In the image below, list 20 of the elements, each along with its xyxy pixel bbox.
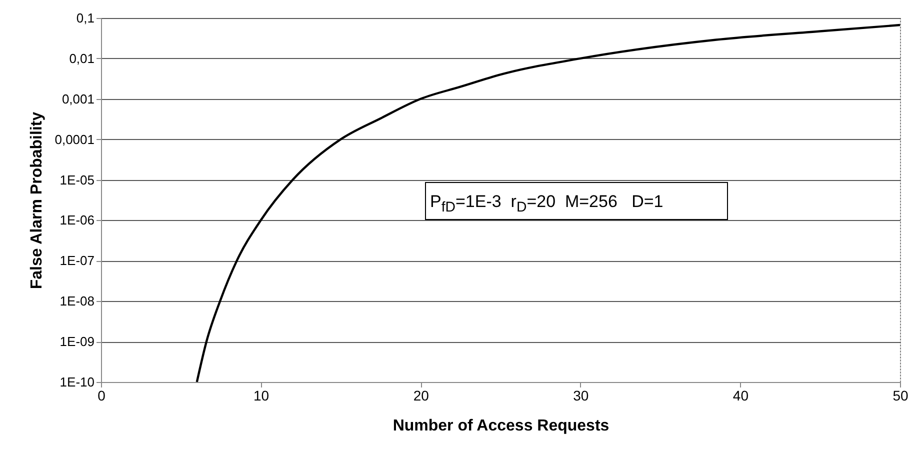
y-tick-label: 1E-05 bbox=[60, 172, 94, 188]
y-axis-title: False Alarm Probability bbox=[28, 112, 46, 290]
x-tick-label: 50 bbox=[892, 388, 908, 404]
line-series bbox=[196, 24, 900, 382]
x-tick-label: 10 bbox=[254, 388, 270, 404]
y-tick-label: 1E-10 bbox=[60, 374, 94, 390]
y-tick-label: 1E-08 bbox=[60, 294, 94, 309]
y-tick-label: 1E-07 bbox=[60, 253, 94, 268]
x-tick-label: 30 bbox=[573, 388, 589, 404]
y-tick-label: 1E-09 bbox=[60, 334, 94, 350]
x-tick-label: 0 bbox=[98, 388, 106, 404]
y-tick-label: 0,1 bbox=[76, 10, 94, 26]
x-tick-label: 40 bbox=[732, 388, 749, 404]
x-tick-label: 20 bbox=[413, 388, 430, 404]
text-box: P$_{fD}$=1E-3 r$_{D}$=20 M=256 D=1 bbox=[425, 182, 728, 220]
x-axis-title: Number of Access Requests bbox=[392, 418, 610, 434]
y-tick-label: 1E-06 bbox=[60, 212, 94, 228]
y-tick-label: 0,001 bbox=[62, 91, 94, 106]
y-tick-label: 0,0001 bbox=[54, 132, 94, 147]
y-tick-label: 0,01 bbox=[69, 50, 94, 66]
